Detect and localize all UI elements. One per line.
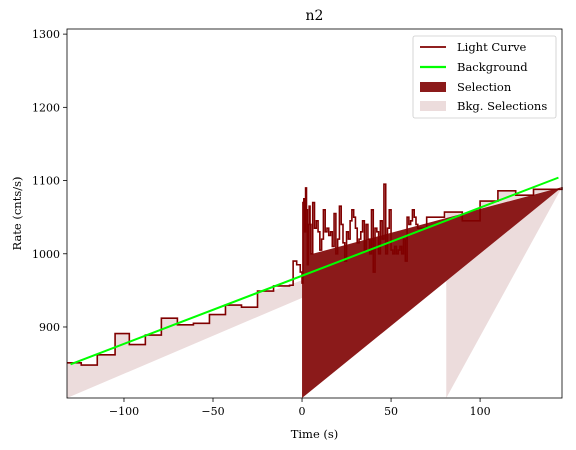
- legend-entry-bkg-selections: Bkg. Selections: [457, 99, 547, 113]
- legend-entry-background: Background: [457, 60, 528, 74]
- background-series: [70, 176, 559, 366]
- y-axis-label: Rate (cnts/s): [10, 177, 24, 251]
- chart-title: n2: [306, 8, 324, 24]
- plot-frame: [66, 28, 563, 399]
- legend-symbol-bkg-selections: [420, 101, 446, 111]
- y-tick-label: 1000: [32, 248, 60, 261]
- x-axis-label: Time (s): [291, 427, 339, 441]
- x-ticks: −100 −50 0 50 100: [109, 398, 491, 418]
- x-tick-label: 0: [299, 405, 306, 418]
- y-tick-label: 1200: [32, 101, 60, 114]
- y-tick-label: 900: [39, 321, 60, 334]
- legend: Light Curve Background Selection Bkg. Se…: [412, 35, 557, 119]
- selection-region: [302, 187, 562, 398]
- light-curve-layer: [67, 183, 563, 366]
- x-tick-label: −100: [109, 405, 139, 418]
- y-tick-label: 1300: [32, 28, 60, 41]
- y-ticks: 900 1000 1100 1200 1300: [32, 28, 67, 334]
- light-curve-series: [67, 183, 563, 366]
- selection-layer: [302, 187, 562, 398]
- legend-entry-selection: Selection: [457, 80, 512, 94]
- legend-entry-light-curve: Light Curve: [457, 40, 527, 54]
- y-tick-label: 1100: [32, 175, 60, 188]
- x-tick-label: 100: [470, 405, 491, 418]
- x-tick-label: −50: [201, 405, 224, 418]
- legend-symbol-selection: [420, 82, 446, 92]
- x-tick-label: 50: [384, 405, 398, 418]
- legend-box: [412, 35, 557, 119]
